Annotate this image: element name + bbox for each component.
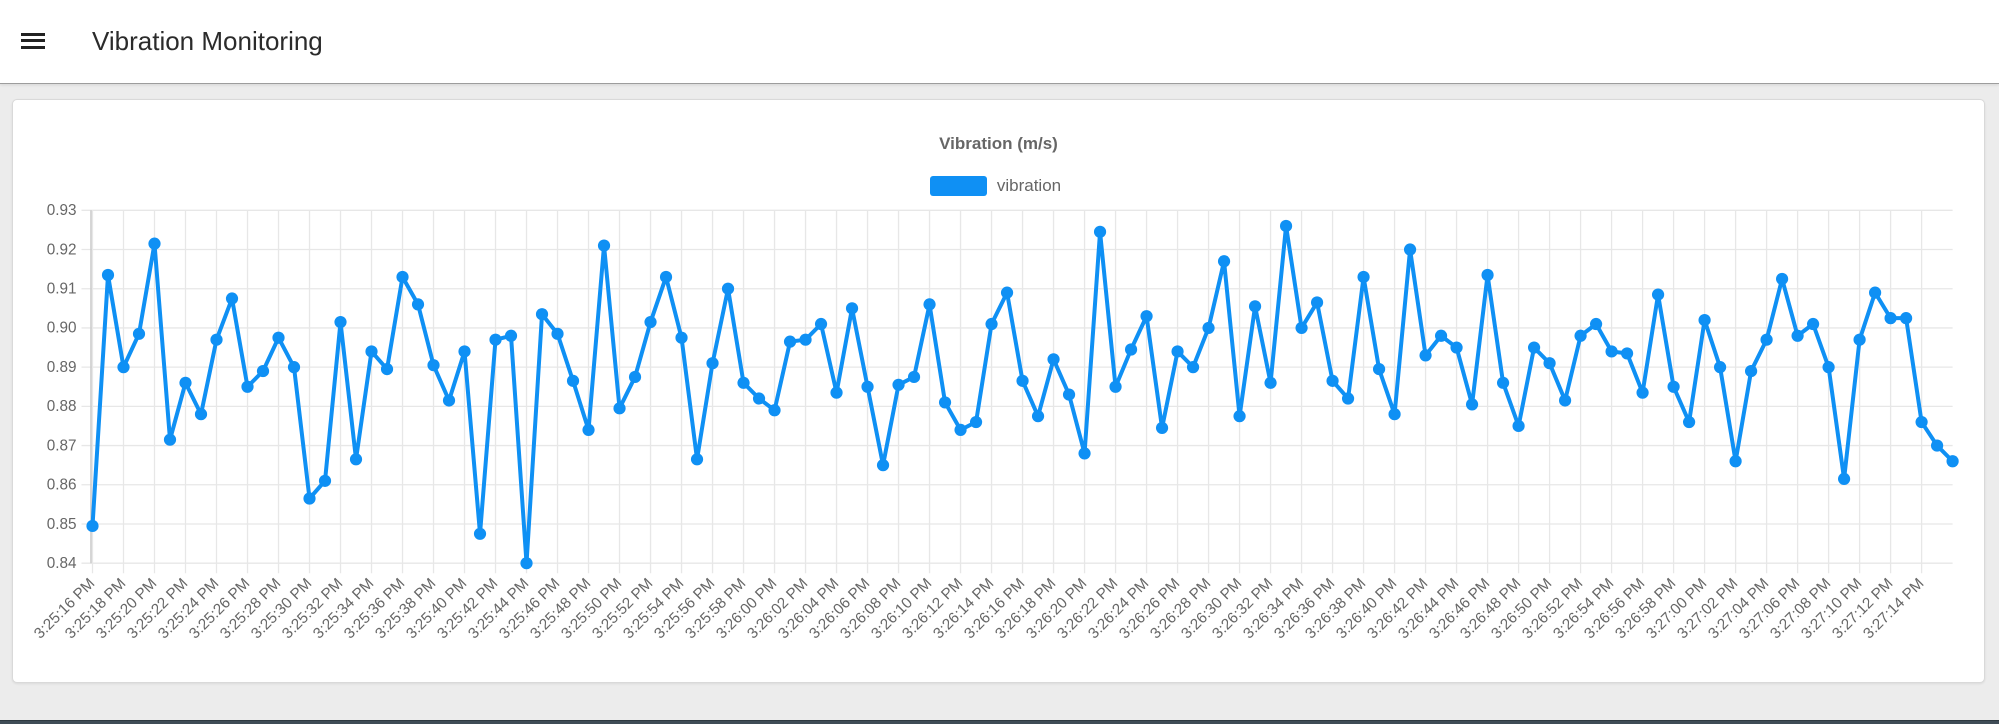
svg-text:0.88: 0.88 (47, 398, 77, 415)
svg-text:0.93: 0.93 (47, 202, 77, 219)
svg-text:0.87: 0.87 (47, 437, 77, 454)
data-points (86, 219, 1959, 570)
svg-text:0.89: 0.89 (47, 359, 77, 376)
svg-text:0.92: 0.92 (47, 241, 77, 258)
y-axis-labels: 0.84 0.85 0.86 0.87 0.88 0.89 0.90 0.91 0.92 0.93 (47, 202, 77, 572)
legend-item-vibration[interactable]: vibration (929, 175, 1062, 196)
grid-lines (81, 209, 1953, 574)
svg-text:0.91: 0.91 (47, 281, 77, 298)
app-header: Vibration Monitoring (0, 0, 1999, 84)
legend-swatch (929, 175, 987, 196)
page-title: Vibration Monitoring (92, 26, 323, 56)
chart-title: Vibration (m/s) (939, 134, 1058, 153)
menu-button[interactable] (20, 33, 45, 50)
chart-legend: vibration (10, 175, 1981, 198)
svg-text:0.86: 0.86 (47, 477, 77, 494)
svg-text:0.90: 0.90 (47, 320, 77, 337)
bottom-panel-edge (0, 720, 1999, 724)
hamburger-icon (20, 33, 45, 36)
x-axis-labels: 3:25:16 PM3:25:18 PM3:25:20 PM3:25:22 PM… (31, 575, 1927, 642)
svg-text:0.85: 0.85 (47, 516, 77, 533)
legend-label: vibration (996, 176, 1062, 196)
svg-text:0.84: 0.84 (47, 555, 77, 572)
